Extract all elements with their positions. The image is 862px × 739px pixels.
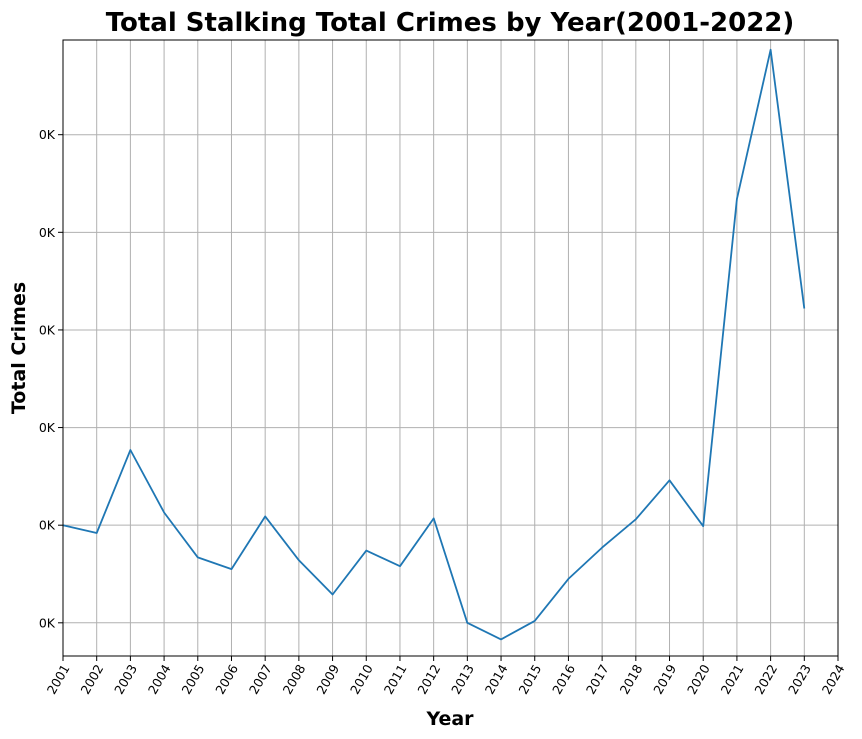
y-axis: 0K 0K 0K 0K 0K 0K <box>39 127 63 630</box>
y-axis-label: Total Crimes <box>8 282 30 414</box>
y-tick-label: 0K <box>39 615 56 630</box>
y-tick-label: 0K <box>39 518 56 533</box>
y-tick-label: 0K <box>39 127 56 142</box>
chart-title: Total Stalking Total Crimes by Year(2001… <box>106 8 795 38</box>
series-group <box>62 48 806 641</box>
plot-frame <box>62 39 839 657</box>
grid <box>62 40 839 656</box>
y-tick-label: 0K <box>39 225 56 240</box>
x-axis-label: Year <box>425 708 474 730</box>
y-tick-label: 0K <box>39 322 56 337</box>
y-tick-label: 0K <box>39 420 56 435</box>
